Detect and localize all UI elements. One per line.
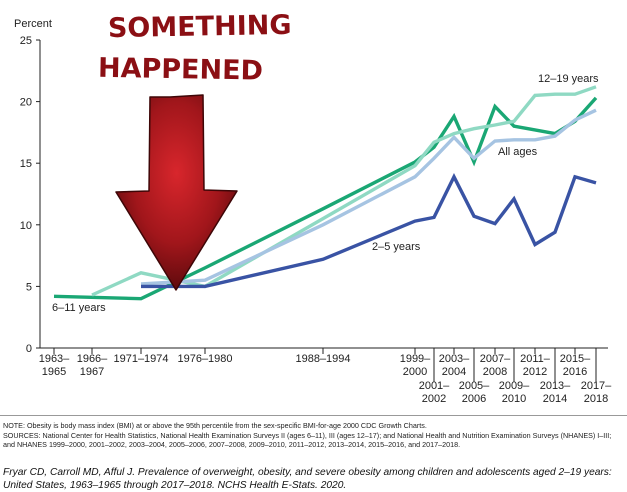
series-label-2-5: 2–5 years [372,241,421,253]
x-tick-label: 2006 [462,393,486,405]
series-lines [53,85,598,301]
x-tick-label: 2010 [502,393,526,405]
y-ticks: 0 5 10 15 20 25 [20,35,40,355]
series-label-6-11: 6–11 years [52,302,106,314]
series-line-0 [53,96,598,301]
x-tick-label: 2017– [581,380,612,392]
x-tick-label: 2005– [459,380,490,392]
x-tick-label: 2002 [422,393,446,405]
y-tick-label: 5 [26,281,32,293]
sources-text: SOURCES: National Center for Health Stat… [3,431,612,449]
annotation-line-1: SOMETHING [108,10,292,44]
y-tick-label: 20 [20,97,32,109]
x-tick-label: 1966– [77,353,108,365]
x-tick-label: 2014 [543,393,567,405]
series-label-12-19: 12–19 years [538,73,599,85]
x-tick-label: 2008 [483,366,507,378]
x-tick-label: 2004 [442,366,466,378]
x-tick-label: 2012 [523,366,547,378]
x-tick-label: 2001– [419,380,450,392]
y-axis-title: Percent [14,18,52,30]
y-tick-label: 25 [20,35,32,47]
annotation: SOMETHING HAPPENED [98,10,292,291]
x-tick-label: 1988–1994 [295,353,350,365]
x-tick-label: 1999– [400,353,431,365]
x-tick-label: 1967 [80,366,104,378]
x-tick-label: 1976–1980 [177,353,232,365]
x-ticks: 1963–1965 1966–1967 1971–1974 1976–1980 1988… [39,348,612,405]
x-tick-label: 2000 [403,366,427,378]
citation-text: Fryar CD, Carroll MD, Afful J. Prevalenc… [3,467,612,491]
x-tick-label: 2018 [584,393,608,405]
x-tick-label: 2003– [439,353,470,365]
series-line-1 [91,85,597,297]
y-tick-label: 0 [26,343,32,355]
x-tick-label: 2015– [560,353,591,365]
x-tick-label: 1965 [42,366,66,378]
x-tick-label: 1971–1974 [113,353,168,365]
divider-top [0,415,627,416]
series-label-all-ages: All ages [498,146,538,158]
x-tick-label: 2016 [563,366,587,378]
note-text: NOTE: Obesity is body mass index (BMI) a… [3,421,427,430]
series-line-2 [140,108,597,286]
down-arrow-icon [115,94,238,291]
x-tick-label: 2007– [480,353,511,365]
y-tick-label: 15 [20,158,32,170]
x-tick-label: 2009– [499,380,530,392]
annotation-line-2: HAPPENED [98,53,263,87]
y-tick-label: 10 [20,220,32,232]
chart: Percent 0 5 10 15 20 25 1963–1965 1966–1967 197… [14,10,612,405]
x-tick-label: 2011– [520,353,551,365]
x-tick-label: 1963– [39,353,70,365]
x-tick-label: 2013– [540,380,571,392]
series-line-3 [141,172,597,289]
